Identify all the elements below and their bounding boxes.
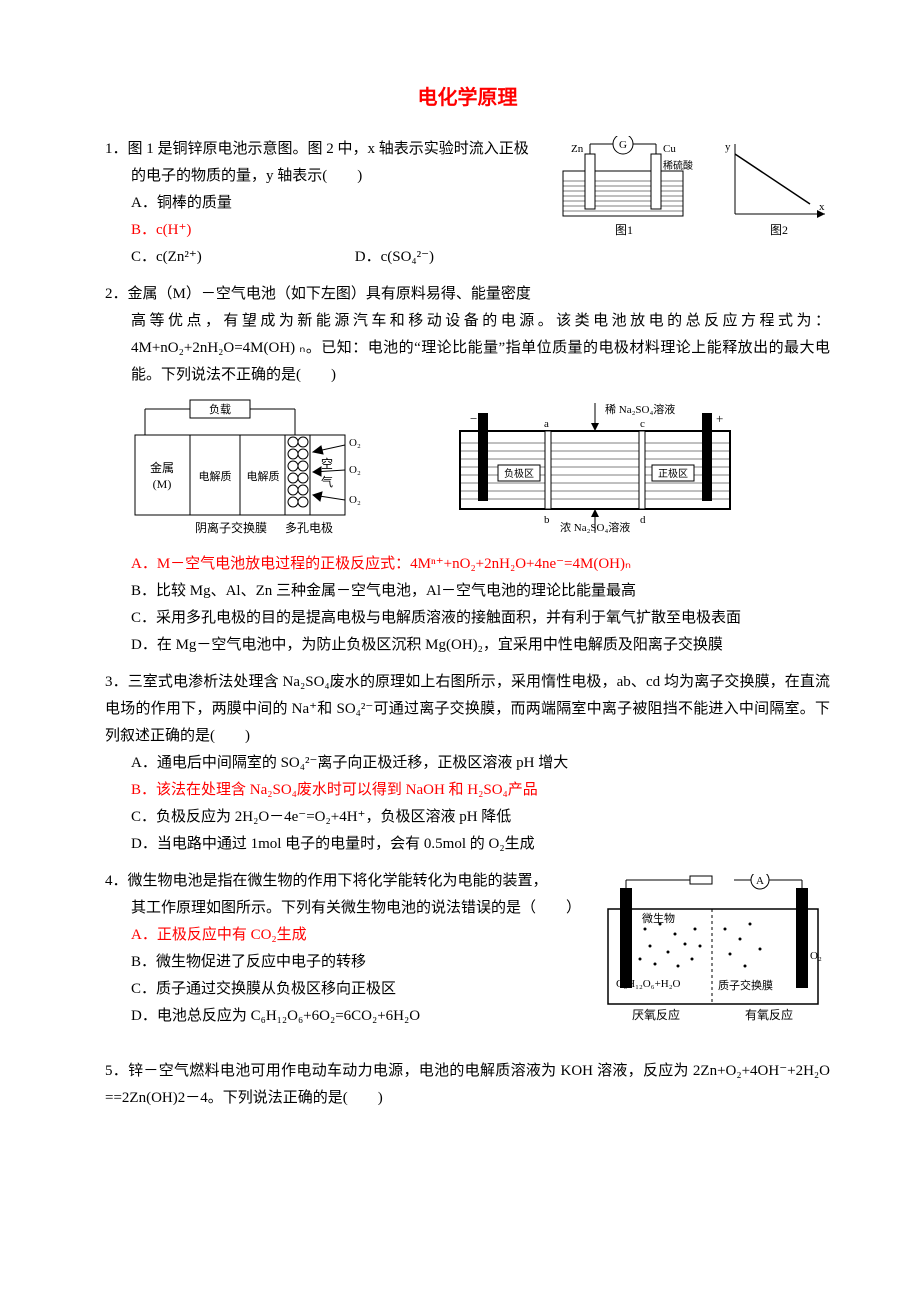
q2-stem-b: 高等优点，有望成为新能源汽车和移动设备的电源。该类电池放电的总反应方程式为：4M… [105,308,830,389]
question-2: 2．金属（M）－空气电池（如下左图）具有原料易得、能量密度 高等优点，有望成为新… [105,281,830,659]
svg-text:电解质: 电解质 [247,469,280,483]
page-title: 电化学原理 [105,80,830,116]
svg-text:O₂: O₂ [349,464,361,476]
question-1: G Zn Cu 稀硫酸 图1 y x 图2 1．图 1 是铜锌原电池示意图。图 … [105,136,830,271]
svg-text:稀 Na₂SO₄溶液: 稀 Na₂SO₄溶液 [605,402,675,416]
q3-opt-c: C．负极反应为 2H₂O－4e⁻=O₂+4H⁺，负极区溶液 pH 降低 [105,804,830,831]
svg-text:正极区: 正极区 [658,467,688,480]
q3-opt-b: B．该法在处理含 Na₂SO₄废水时可以得到 NaOH 和 H₂SO₄产品 [105,777,830,804]
svg-text:b: b [544,514,550,526]
q3-stem: 三室式电渗析法处理含 Na₂SO₄废水的原理如上右图所示，采用惰性电极，ab、c… [105,674,830,744]
svg-text:O₂: O₂ [810,950,822,962]
question-5: 5．锌－空气燃料电池可用作电动车动力电源，电池的电解质溶液为 KOH 溶液，反应… [105,1058,830,1112]
fig1-label: 图1 [615,223,633,237]
fig1-acid: 稀硫酸 [663,159,693,172]
q2-figures: 负载 金属 (M) 电解质 电解质 [105,395,830,545]
svg-text:+: + [716,411,723,426]
svg-text:厌氧反应: 厌氧反应 [632,1007,680,1022]
q3-opt-a: A．通电后中间隔室的 SO₄²⁻离子向正极迁移，正极区溶液 pH 增大 [105,750,830,777]
q1-opt-a: A．铜棒的质量 [131,190,351,217]
q4-num: 4． [105,873,128,889]
question-4: A 微生物 C₆H₁₂O₆+H₂O 质子交换膜 O₂ 厌氧反应 有氧反应 [105,868,830,1030]
q5-num: 5． [105,1063,128,1079]
svg-text:−: − [470,411,477,426]
svg-text:阴离子交换膜: 阴离子交换膜 [195,520,267,535]
q4-figure: A 微生物 C₆H₁₂O₆+H₂O 质子交换膜 O₂ 厌氧反应 有氧反应 [600,874,830,1024]
fig2-y: y [725,141,731,153]
fig1-G: G [619,139,627,151]
fig1-Zn: Zn [571,143,584,155]
q2-opt-b: B．比较 Mg、Al、Zn 三种金属－空气电池，Al－空气电池的理论比能量最高 [105,578,830,605]
svg-text:负载: 负载 [209,402,231,416]
svg-text:多孔电极: 多孔电极 [285,521,333,535]
svg-text:O₂: O₂ [349,437,361,449]
q2-stem-a: 金属（M）－空气电池（如下左图）具有原料易得、能量密度 [128,286,531,302]
q2-opt-a: A．M－空气电池放电过程的正极反应式：4Mⁿ⁺+nO₂+2nH₂O+4ne⁻=4… [105,551,830,578]
svg-text:空: 空 [321,457,333,471]
q1-figure: G Zn Cu 稀硫酸 图1 y x 图2 [555,136,830,241]
svg-text:金属: 金属 [150,460,174,475]
svg-text:电解质: 电解质 [199,469,232,483]
q4-stem-a: 微生物电池是指在微生物的作用下将化学能转化为电能的装置， [128,873,548,889]
q2-opt-c: C．采用多孔电极的目的是提高电极与电解质溶液的接触面积，并有利于氧气扩散至电极表… [105,605,830,632]
svg-text:有氧反应: 有氧反应 [745,1007,793,1022]
q5-stem: 锌－空气燃料电池可用作电动车动力电源，电池的电解质溶液为 KOH 溶液，反应为 … [105,1063,830,1106]
q3-opt-d: D．当电路中通过 1mol 电子的电量时，会有 0.5mol 的 O₂生成 [105,831,830,858]
q1-opt-b: B．c(H⁺) [131,217,351,244]
svg-text:O₂: O₂ [349,494,361,506]
svg-text:微生物: 微生物 [642,911,675,925]
question-3: 3．三室式电渗析法处理含 Na₂SO₄废水的原理如上右图所示，采用惰性电极，ab… [105,669,830,858]
svg-text:气: 气 [321,474,333,489]
fig2-label: 图2 [770,223,788,237]
q1-num: 1． [105,141,128,157]
q2-opt-d: D．在 Mg－空气电池中，为防止负极区沉积 Mg(OH)₂，宜采用中性电解质及阳… [105,632,830,659]
svg-text:A: A [756,875,764,887]
fig1-Cu: Cu [663,143,676,155]
q1-stem-a: 图 1 是铜锌原电池示意图。图 2 中，x 轴表示实验时流入正极 [128,141,529,157]
svg-text:d: d [640,514,646,526]
q1-opt-c: C．c(Zn²⁺) [131,244,351,271]
svg-text:浓 Na₂SO₄溶液: 浓 Na₂SO₄溶液 [560,520,630,534]
q1-opt-d: D．c(SO₄²⁻) [355,244,575,271]
svg-text:质子交换膜: 质子交换膜 [718,978,773,992]
svg-text:a: a [544,418,549,430]
svg-text:负极区: 负极区 [504,467,534,480]
svg-text:C₆H₁₂O₆+H₂O: C₆H₁₂O₆+H₂O [616,978,681,990]
svg-text:(M): (M) [153,477,172,491]
fig2-x: x [819,201,825,213]
q2-num: 2． [105,286,128,302]
svg-text:c: c [640,418,645,430]
q3-num: 3． [105,674,128,690]
